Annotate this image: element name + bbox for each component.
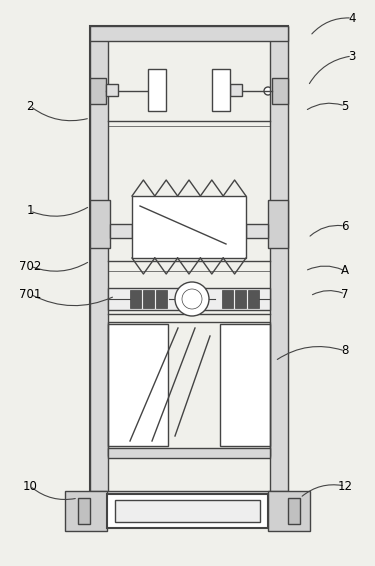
Bar — [65, 491, 107, 531]
Bar — [268, 200, 288, 248]
Circle shape — [182, 289, 202, 309]
Text: A: A — [341, 264, 349, 277]
Text: 6: 6 — [341, 220, 349, 233]
Bar — [90, 200, 110, 248]
Text: 8: 8 — [341, 345, 349, 358]
Bar — [230, 84, 242, 96]
Bar — [288, 498, 300, 524]
Text: 1: 1 — [26, 204, 34, 217]
Bar — [143, 290, 154, 308]
Text: 5: 5 — [341, 100, 349, 113]
Bar — [90, 26, 108, 506]
Text: 7: 7 — [341, 288, 349, 301]
Text: 3: 3 — [348, 49, 355, 62]
Bar — [246, 224, 268, 238]
Bar — [108, 288, 270, 310]
Bar — [268, 491, 310, 531]
Bar — [108, 324, 168, 446]
Bar — [115, 500, 260, 522]
Circle shape — [106, 87, 114, 95]
Bar — [148, 69, 166, 111]
Bar — [248, 290, 259, 308]
Bar — [272, 78, 288, 104]
Bar — [220, 324, 270, 446]
Bar — [212, 69, 230, 111]
Bar — [90, 26, 288, 41]
Bar — [130, 290, 141, 308]
Text: 10: 10 — [22, 479, 38, 492]
Text: 701: 701 — [19, 288, 41, 301]
Text: 4: 4 — [348, 11, 356, 24]
Bar — [90, 78, 106, 104]
Bar — [97, 33, 281, 499]
Text: 12: 12 — [338, 479, 352, 492]
Bar — [235, 290, 246, 308]
Bar — [132, 196, 246, 258]
Bar — [78, 498, 90, 524]
Bar — [107, 494, 268, 528]
Bar — [106, 84, 118, 96]
Bar — [270, 26, 288, 506]
Bar — [156, 290, 167, 308]
Circle shape — [175, 282, 209, 316]
Bar — [108, 322, 270, 456]
Bar — [108, 448, 270, 458]
Text: 702: 702 — [19, 259, 41, 272]
Bar — [90, 26, 288, 506]
Circle shape — [264, 87, 272, 95]
Bar — [222, 290, 233, 308]
Bar — [110, 224, 132, 238]
Bar — [90, 491, 288, 506]
Text: 2: 2 — [26, 100, 34, 113]
